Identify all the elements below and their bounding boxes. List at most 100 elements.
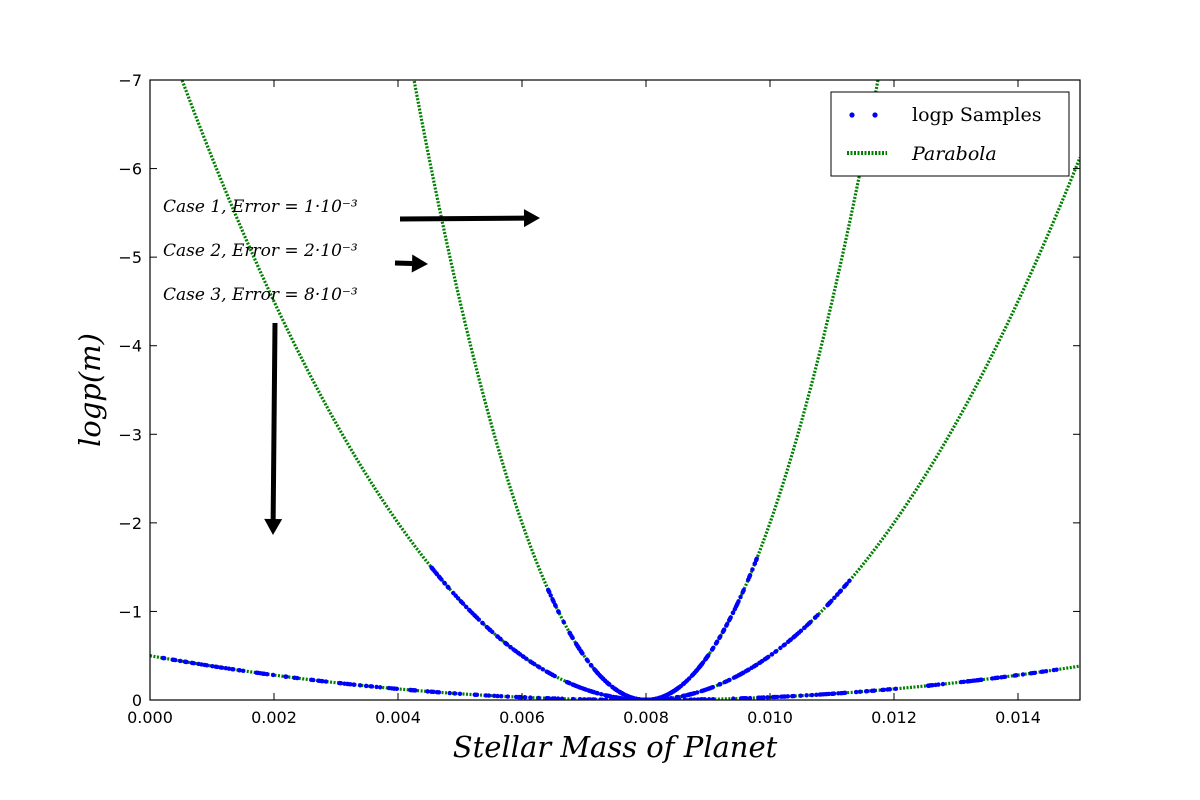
sample-point — [575, 644, 580, 649]
legend-dot-marker — [872, 112, 878, 118]
sample-point — [550, 672, 555, 678]
sample-point — [588, 662, 594, 668]
sample-point — [255, 670, 260, 676]
sample-point — [484, 624, 490, 630]
sample-point — [474, 615, 480, 620]
sample-point — [470, 611, 475, 616]
sample-point — [727, 677, 732, 683]
sample-point — [503, 640, 508, 646]
sample-point — [780, 694, 786, 699]
sample-point — [357, 683, 363, 688]
sample-point — [511, 647, 516, 652]
sample-point — [966, 679, 972, 684]
sample-point — [940, 681, 946, 687]
legend-label-parabola: Parabola — [911, 143, 997, 165]
sample-point — [599, 692, 604, 697]
annotation-case-1: Case 1, Error = 1·10⁻³ — [163, 197, 358, 217]
annotation-arrows — [264, 209, 540, 535]
sample-point — [480, 620, 485, 626]
sample-point — [594, 669, 599, 675]
sample-point — [528, 659, 533, 664]
sample-point — [587, 688, 592, 693]
x-tick-label: 0.000 — [127, 708, 173, 727]
sample-point — [546, 589, 552, 594]
sample-point — [226, 666, 232, 671]
sample-point — [348, 682, 353, 687]
sample-point — [338, 681, 344, 686]
sample-point — [869, 688, 875, 694]
sample-point — [351, 682, 357, 687]
sample-point — [442, 581, 447, 586]
sample-point — [823, 692, 828, 697]
arrow-case-3-head — [264, 518, 283, 535]
sample-point — [619, 691, 625, 696]
sample-point — [377, 685, 383, 690]
sample-point — [499, 694, 504, 699]
x-axis-label: Stellar Mass of Planet — [453, 730, 778, 764]
sample-point — [210, 663, 215, 669]
sample-point — [452, 691, 457, 696]
sample-point — [610, 684, 615, 690]
sample-point — [520, 654, 526, 659]
sample-point — [854, 689, 859, 695]
sample-point — [571, 682, 576, 688]
sample-point — [893, 686, 898, 691]
sample-point — [592, 697, 598, 700]
legend: logp Samples Parabola — [830, 91, 1070, 177]
sample-point — [528, 695, 533, 700]
sample-point — [806, 621, 812, 626]
sample-point — [345, 681, 350, 687]
sample-point — [684, 678, 690, 683]
sample-point — [497, 636, 503, 641]
sample-point — [624, 693, 629, 698]
sample-point — [434, 571, 439, 576]
sample-point — [582, 697, 587, 700]
sample-point — [700, 697, 705, 700]
sample-point — [993, 675, 998, 681]
sample-point — [445, 584, 451, 590]
sample-point — [740, 590, 745, 595]
sample-point — [711, 645, 716, 651]
sample-point — [171, 657, 176, 662]
sample-point — [880, 687, 885, 693]
annotation-case-2: Case 2, Error = 2·10⁻³ — [163, 241, 358, 261]
sample-point — [608, 697, 614, 700]
sample-point — [718, 681, 723, 687]
sample-point — [689, 673, 695, 678]
sample-point — [1020, 672, 1026, 677]
sample-point — [706, 697, 712, 700]
sample-point — [508, 644, 513, 650]
sample-point — [178, 658, 183, 664]
sample-point — [556, 610, 561, 615]
y-tick-label: −6 — [118, 160, 142, 179]
sample-point — [747, 572, 753, 578]
sample-point — [675, 686, 680, 691]
sample-point — [219, 665, 225, 670]
sample-point — [447, 690, 452, 696]
sample-point — [544, 696, 550, 700]
sample-point — [374, 684, 379, 690]
sample-point — [464, 604, 469, 610]
ticks-layer: 0.000 0.002 0.004 0.006 0.008 0.010 0.012 0.014… — [118, 71, 1080, 727]
sample-point — [798, 628, 804, 634]
sample-point — [757, 660, 762, 666]
sample-point — [770, 694, 776, 700]
sample-point — [439, 577, 444, 582]
sample-point — [781, 643, 786, 648]
sample-point — [795, 631, 800, 637]
sample-point — [241, 668, 246, 673]
sample-point — [747, 695, 753, 700]
x-tick-label: 0.004 — [375, 708, 421, 727]
sample-point — [840, 690, 845, 696]
sample-point — [584, 657, 589, 662]
sample-point — [394, 686, 400, 692]
arrow-case-3 — [270, 322, 278, 520]
sample-point — [664, 696, 669, 700]
sample-point — [736, 599, 741, 604]
sample-point — [961, 679, 967, 685]
y-tick-label: −5 — [118, 248, 142, 267]
sample-point — [759, 695, 764, 700]
sample-point — [517, 694, 522, 700]
sample-point — [486, 693, 491, 698]
sample-point — [765, 695, 770, 700]
